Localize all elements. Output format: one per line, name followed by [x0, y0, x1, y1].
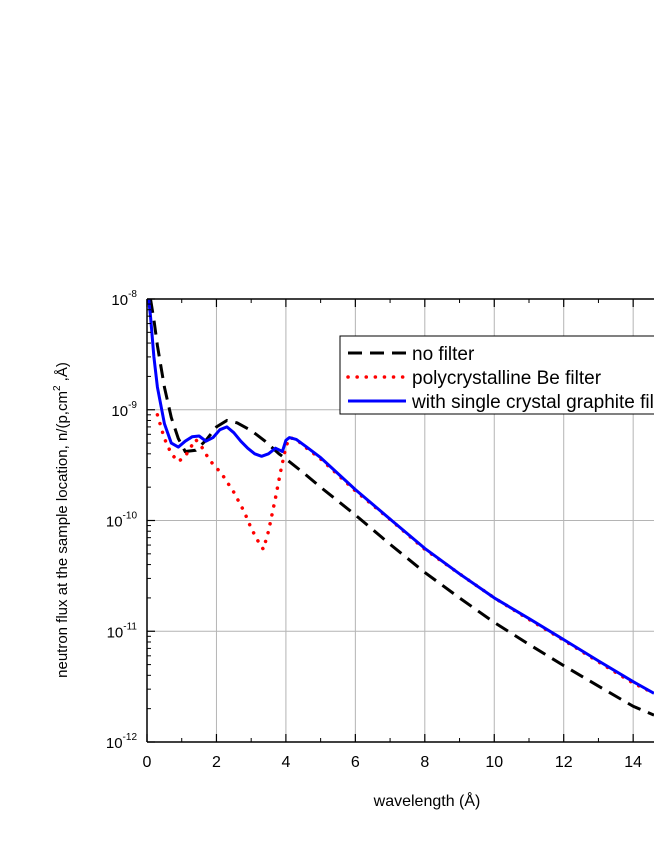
x-axis-label: wavelength (Å) — [373, 791, 481, 810]
x-tick-label: 2 — [212, 754, 221, 771]
series-line-2 — [155, 413, 654, 696]
series-line-3 — [147, 299, 654, 695]
series-group — [147, 299, 654, 717]
x-tick-label: 6 — [351, 754, 360, 771]
legend-label-1: no filter — [412, 344, 475, 365]
x-tick-label: 4 — [281, 754, 290, 771]
x-tick-label: 0 — [143, 754, 152, 771]
x-tick-label: 12 — [555, 754, 573, 771]
axis-ticks: 0 2 4 6 8 10 12 14 10-8 10-9 10-10 10-11 10-12 — [106, 289, 642, 771]
y-tick-label: 10-12 — [106, 732, 138, 752]
y-tick-label: 10-9 — [111, 400, 137, 420]
y-axis-label-prefix: neutron flux at the sample location, n/(… — [54, 391, 71, 678]
y-tick-label: 10-8 — [111, 289, 137, 309]
y-axis-label-suffix: ,Å) — [54, 362, 71, 385]
x-tick-label: 14 — [624, 754, 642, 771]
y-tick-label: 10-11 — [107, 621, 138, 641]
y-axis-label-sup: 2 — [52, 385, 63, 391]
y-tick-label: 10-10 — [106, 511, 138, 531]
series-line-1 — [149, 299, 654, 717]
x-tick-label: 8 — [420, 754, 429, 771]
legend-label-3: with single crystal graphite filter — [411, 392, 654, 413]
x-tick-label: 10 — [485, 754, 503, 771]
y-axis-label: neutron flux at the sample location, n/(… — [52, 362, 71, 678]
legend-label-2: polycrystalline Be filter — [412, 368, 602, 389]
legend: no filter polycrystalline Be filter with s… — [339, 335, 654, 415]
